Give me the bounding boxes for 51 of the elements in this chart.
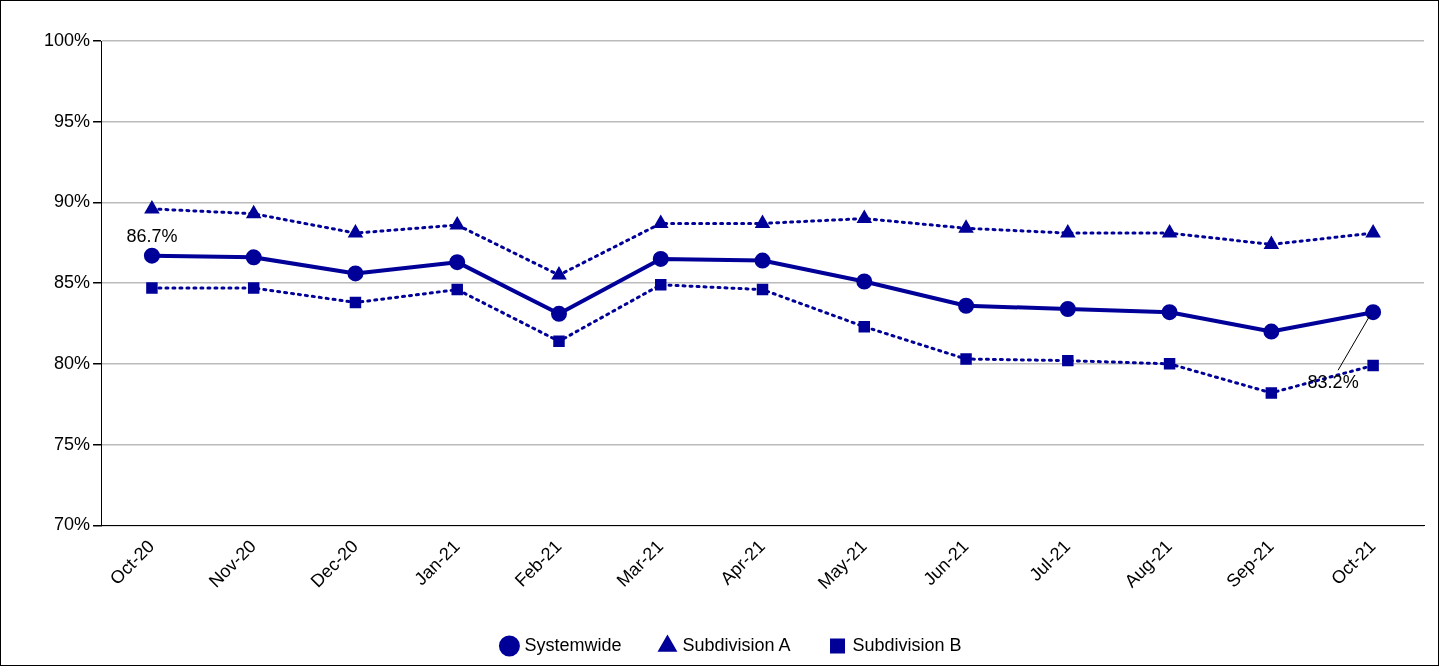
point [1163, 358, 1176, 370]
annotation: 86.7% [126, 225, 178, 246]
point [652, 250, 669, 267]
y-tick-label: 90% [54, 191, 91, 212]
legend-label: Subdivision B [852, 634, 962, 655]
point [145, 201, 159, 214]
point [1265, 387, 1278, 399]
point [553, 335, 565, 347]
point [246, 206, 261, 219]
point [1263, 323, 1280, 340]
point [349, 296, 362, 309]
point [449, 254, 466, 271]
point [552, 267, 566, 280]
point [1061, 225, 1075, 238]
point [347, 265, 364, 282]
point [1264, 236, 1279, 249]
point [1365, 304, 1382, 321]
y-tick-label: 80% [54, 352, 91, 373]
point [348, 225, 363, 238]
point [247, 282, 260, 294]
point [1162, 225, 1177, 238]
point [1367, 359, 1379, 372]
point [959, 220, 973, 233]
point [146, 282, 158, 294]
point [857, 211, 871, 224]
point [858, 320, 871, 333]
point [655, 279, 667, 291]
point [143, 247, 160, 264]
y-tick-label: 75% [54, 433, 91, 454]
y-tick-label: 100% [43, 29, 91, 50]
point [550, 305, 567, 322]
point [755, 215, 770, 228]
point [958, 297, 975, 314]
legend-label: Systemwide [524, 634, 622, 655]
point [1161, 304, 1178, 321]
point [245, 249, 262, 266]
y-tick-label: 70% [54, 514, 91, 535]
annotation: 83.2% [1307, 372, 1359, 393]
point [1062, 354, 1074, 367]
point [1059, 300, 1076, 317]
point [856, 273, 873, 290]
legend-label: Subdivision A [682, 634, 791, 655]
point [451, 283, 463, 296]
y-tick-label: 95% [54, 110, 91, 131]
y-tick-label: 85% [54, 272, 91, 293]
point [960, 353, 972, 365]
point [654, 215, 668, 228]
point [754, 252, 771, 269]
point [1366, 225, 1380, 238]
point [756, 283, 769, 296]
point [450, 217, 464, 230]
